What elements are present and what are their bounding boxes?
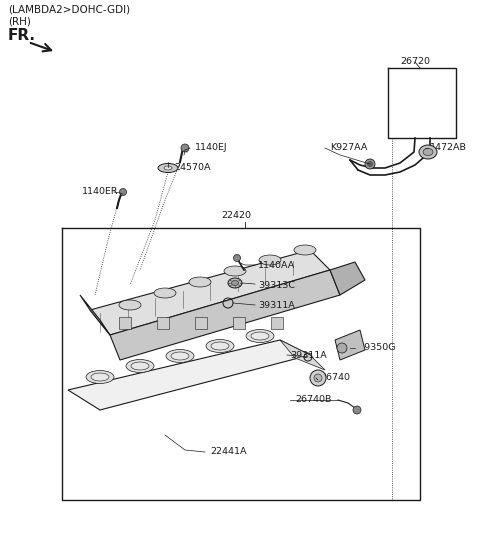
Ellipse shape <box>294 245 316 255</box>
Text: 26740: 26740 <box>320 373 350 383</box>
Ellipse shape <box>419 145 437 159</box>
Polygon shape <box>110 270 340 360</box>
Text: (LAMBDA2>DOHC-GDI): (LAMBDA2>DOHC-GDI) <box>8 4 130 14</box>
Circle shape <box>120 188 127 195</box>
Ellipse shape <box>166 350 194 362</box>
Ellipse shape <box>91 373 109 381</box>
Circle shape <box>365 159 375 169</box>
Ellipse shape <box>171 352 189 360</box>
Text: 1140ER: 1140ER <box>82 188 119 197</box>
Ellipse shape <box>131 362 149 370</box>
Polygon shape <box>68 340 310 410</box>
Bar <box>233 317 245 329</box>
Text: K927AA: K927AA <box>330 143 367 153</box>
Ellipse shape <box>423 148 433 155</box>
Ellipse shape <box>158 164 178 172</box>
Circle shape <box>181 144 189 152</box>
Bar <box>271 317 283 329</box>
Circle shape <box>368 161 372 166</box>
Text: (RH): (RH) <box>8 16 31 26</box>
Ellipse shape <box>206 339 234 352</box>
Text: FR.: FR. <box>8 28 36 43</box>
Ellipse shape <box>314 374 322 382</box>
Polygon shape <box>335 330 365 360</box>
Circle shape <box>353 406 361 414</box>
Ellipse shape <box>126 360 154 373</box>
Ellipse shape <box>189 277 211 287</box>
Text: 22441A: 22441A <box>210 447 247 457</box>
Bar <box>157 317 169 329</box>
Polygon shape <box>280 340 325 370</box>
Ellipse shape <box>246 329 274 343</box>
Ellipse shape <box>86 371 114 384</box>
Ellipse shape <box>259 255 281 265</box>
Ellipse shape <box>211 342 229 350</box>
Ellipse shape <box>228 278 242 288</box>
Text: 26740B: 26740B <box>295 395 331 405</box>
Text: 24570A: 24570A <box>174 163 211 171</box>
Ellipse shape <box>119 300 141 310</box>
Polygon shape <box>330 262 365 295</box>
Text: 39311A: 39311A <box>290 350 327 360</box>
Ellipse shape <box>310 370 326 386</box>
Text: 1472AB: 1472AB <box>430 143 467 153</box>
Circle shape <box>233 255 240 261</box>
Text: 22420: 22420 <box>221 210 251 220</box>
Ellipse shape <box>154 288 176 298</box>
Ellipse shape <box>224 266 246 276</box>
Text: 39313C: 39313C <box>258 281 295 289</box>
Ellipse shape <box>164 166 172 170</box>
Ellipse shape <box>251 332 269 340</box>
Bar <box>119 317 131 329</box>
Text: 1140EJ: 1140EJ <box>195 143 228 153</box>
Polygon shape <box>90 250 330 335</box>
Ellipse shape <box>231 281 239 285</box>
Polygon shape <box>80 295 110 335</box>
Ellipse shape <box>337 343 347 353</box>
Text: 39350G: 39350G <box>358 344 396 352</box>
Text: 39311A: 39311A <box>258 300 295 310</box>
Text: 1140AA: 1140AA <box>258 260 295 270</box>
Text: 26720: 26720 <box>400 58 430 66</box>
Bar <box>195 317 207 329</box>
